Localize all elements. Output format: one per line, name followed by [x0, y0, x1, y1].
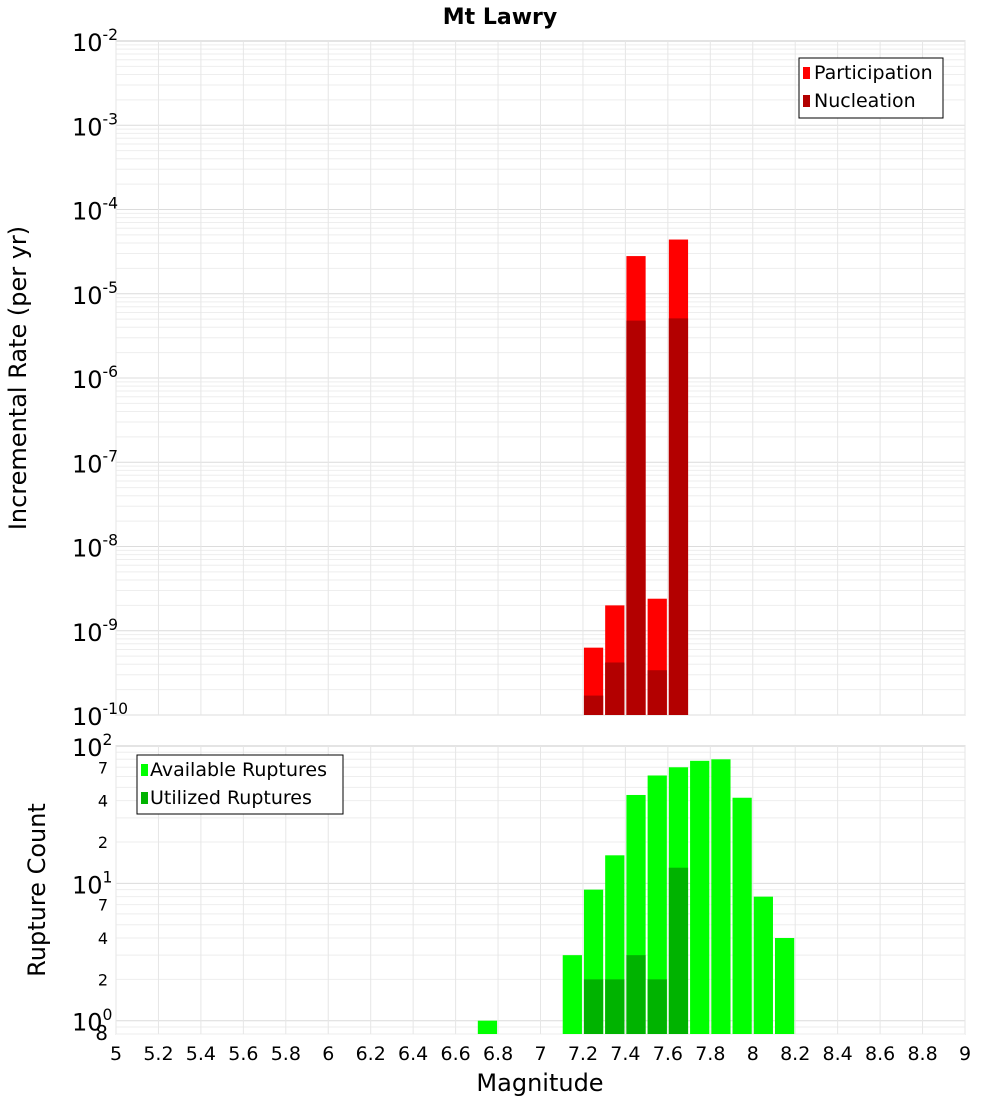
legend-swatch-utilized: [141, 792, 148, 804]
utilized-bar: [668, 867, 689, 1034]
x-tick-label: 5.8: [271, 1043, 301, 1065]
rate-y-axis-label: Incremental Rate (per yr): [4, 226, 32, 530]
x-tick-label: 6.2: [356, 1043, 386, 1065]
x-tick-label: 7.6: [653, 1043, 683, 1065]
nucleation-bar: [647, 670, 667, 715]
available-bar: [562, 955, 582, 1034]
x-tick-label: 7.8: [695, 1043, 725, 1065]
rate-y-tick-label: 10-6: [72, 363, 118, 394]
count-legend: Available Ruptures Utilized Ruptures: [136, 754, 344, 815]
count-y-tick-label-minor: 8: [95, 1021, 108, 1045]
utilized-bar: [647, 979, 667, 1034]
legend-swatch-nucleation: [803, 95, 810, 107]
count-grid: [115, 746, 966, 1035]
count-y-axis-label: Rupture Count: [23, 803, 51, 977]
x-tick-label: 8.8: [907, 1043, 937, 1065]
count-legend-box: [136, 754, 344, 815]
x-tick-label: 6: [322, 1043, 334, 1065]
rate-y-tick-label: 10-4: [72, 195, 118, 226]
x-tick-label: 5.4: [186, 1043, 216, 1065]
count-y-tick-labels: 100 101 102 8 2 4 7 2 4 7: [72, 731, 112, 1045]
rate-y-tick-label: 10-5: [72, 279, 118, 310]
count-y-tick-label-major: 102: [72, 731, 112, 762]
nucleation-bar: [583, 695, 604, 715]
rate-grid: [115, 41, 966, 716]
chart-title: Mt Lawry: [443, 5, 557, 30]
rate-y-tick-label: 10-7: [72, 447, 118, 478]
count-y-tick-label-minor: 4: [98, 929, 108, 948]
available-bar: [732, 797, 752, 1034]
x-tick-label: 5: [110, 1043, 122, 1065]
count-bars: [477, 759, 795, 1034]
x-tick-labels: 5 5.2 5.4 5.6 5.8 6 6.2 6.4 6.6 6.8 7 7.2 7.4 7.6 7.8 8…: [110, 1043, 971, 1065]
legend-label-available: Available Ruptures: [150, 759, 327, 781]
legend-swatch-available: [141, 764, 148, 776]
available-bar: [753, 896, 773, 1034]
x-tick-label: 7.4: [610, 1043, 640, 1065]
x-tick-label: 8.4: [823, 1043, 853, 1065]
count-y-tick-label-minor: 2: [98, 833, 108, 852]
rate-legend-box: [798, 57, 944, 119]
rate-bars: [583, 239, 689, 715]
nucleation-bar: [605, 662, 625, 715]
x-axis-label: Magnitude: [476, 1069, 603, 1097]
rate-legend: Participation Nucleation: [798, 57, 944, 119]
count-y-tick-label-minor: 2: [98, 970, 108, 989]
rate-y-tick-label: 10-9: [72, 616, 118, 647]
available-bar: [774, 938, 795, 1034]
available-bar: [647, 775, 667, 1034]
x-tick-label: 7: [534, 1043, 546, 1065]
x-tick-label: 8.6: [865, 1043, 895, 1065]
x-tick-label: 8: [747, 1043, 759, 1065]
x-tick-label: 6.8: [483, 1043, 513, 1065]
nucleation-bar: [626, 320, 646, 715]
rate-y-tick-label: 10-8: [72, 532, 118, 563]
rate-panel: 10-2 10-3 10-4 10-5 10-6 10-7 10-8 10-9 10-10 In…: [4, 26, 966, 731]
x-tick-label: 5.6: [228, 1043, 258, 1065]
rate-y-tick-labels: 10-2 10-3 10-4 10-5 10-6 10-7 10-8 10-9 10-10: [72, 26, 128, 731]
x-tick-label: 5.2: [143, 1043, 173, 1065]
count-y-tick-label-major: 101: [72, 869, 112, 900]
rate-y-tick-label: 10-10: [72, 700, 128, 731]
x-tick-label: 6.6: [440, 1043, 470, 1065]
utilized-bar: [605, 979, 625, 1034]
count-y-tick-label-minor: 7: [98, 758, 108, 777]
x-tick-label: 7.2: [568, 1043, 598, 1065]
x-tick-label: 9: [959, 1043, 971, 1065]
utilized-bar: [626, 955, 646, 1034]
legend-label-participation: Participation: [814, 62, 933, 84]
x-tick-label: 8.2: [780, 1043, 810, 1065]
legend-label-utilized: Utilized Ruptures: [150, 787, 312, 809]
utilized-bar: [583, 979, 604, 1034]
count-y-tick-label-major: 100: [72, 1006, 112, 1037]
available-bar: [690, 760, 710, 1034]
available-bar: [711, 759, 731, 1034]
rate-y-tick-label: 10-3: [72, 110, 118, 141]
count-y-tick-label-minor: 4: [98, 792, 108, 811]
legend-swatch-participation: [803, 67, 810, 79]
legend-label-nucleation: Nucleation: [814, 90, 916, 112]
count-y-tick-label-minor: 7: [98, 896, 108, 915]
count-panel: 100 101 102 8 2 4 7 2 4 7 5 5.2 5.4 5.6 5.8 6 6.2 6.4 6.6…: [23, 731, 971, 1097]
rate-y-tick-label: 10-2: [72, 26, 118, 57]
nucleation-bar: [668, 318, 689, 715]
x-tick-label: 6.4: [398, 1043, 428, 1065]
available-bar: [477, 1020, 498, 1034]
